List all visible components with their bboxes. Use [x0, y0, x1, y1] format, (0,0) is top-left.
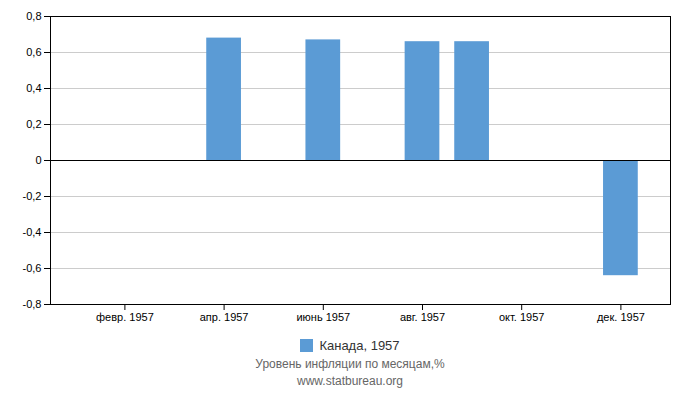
- svg-text:0,4: 0,4: [26, 82, 41, 94]
- svg-text:июнь 1957: июнь 1957: [296, 311, 350, 323]
- svg-text:0,6: 0,6: [26, 46, 41, 58]
- html-text:Канада, 1957: Канада, 1957: [319, 337, 400, 353]
- svg-text:февр. 1957: февр. 1957: [96, 311, 154, 323]
- html-text:Уровень инфляции по месяцам,%: Уровень инфляции по месяцам,%: [255, 357, 445, 371]
- svg-text:-0,8: -0,8: [23, 298, 42, 310]
- svg-text:0,2: 0,2: [26, 118, 41, 130]
- html-text:www.statbureau.org: www.statbureau.org: [297, 374, 403, 388]
- svg-text:окт. 1957: окт. 1957: [499, 311, 544, 323]
- svg-text:авг. 1957: авг. 1957: [400, 311, 445, 323]
- svg-text:дек. 1957: дек. 1957: [597, 311, 645, 323]
- svg-text:-0,4: -0,4: [23, 226, 42, 238]
- svg-text:0,8: 0,8: [26, 10, 41, 22]
- svg-text:-0,2: -0,2: [23, 190, 42, 202]
- svg-text:-0,6: -0,6: [23, 262, 42, 274]
- svg-text:апр. 1957: апр. 1957: [200, 311, 249, 323]
- svg-text:0: 0: [35, 154, 41, 166]
